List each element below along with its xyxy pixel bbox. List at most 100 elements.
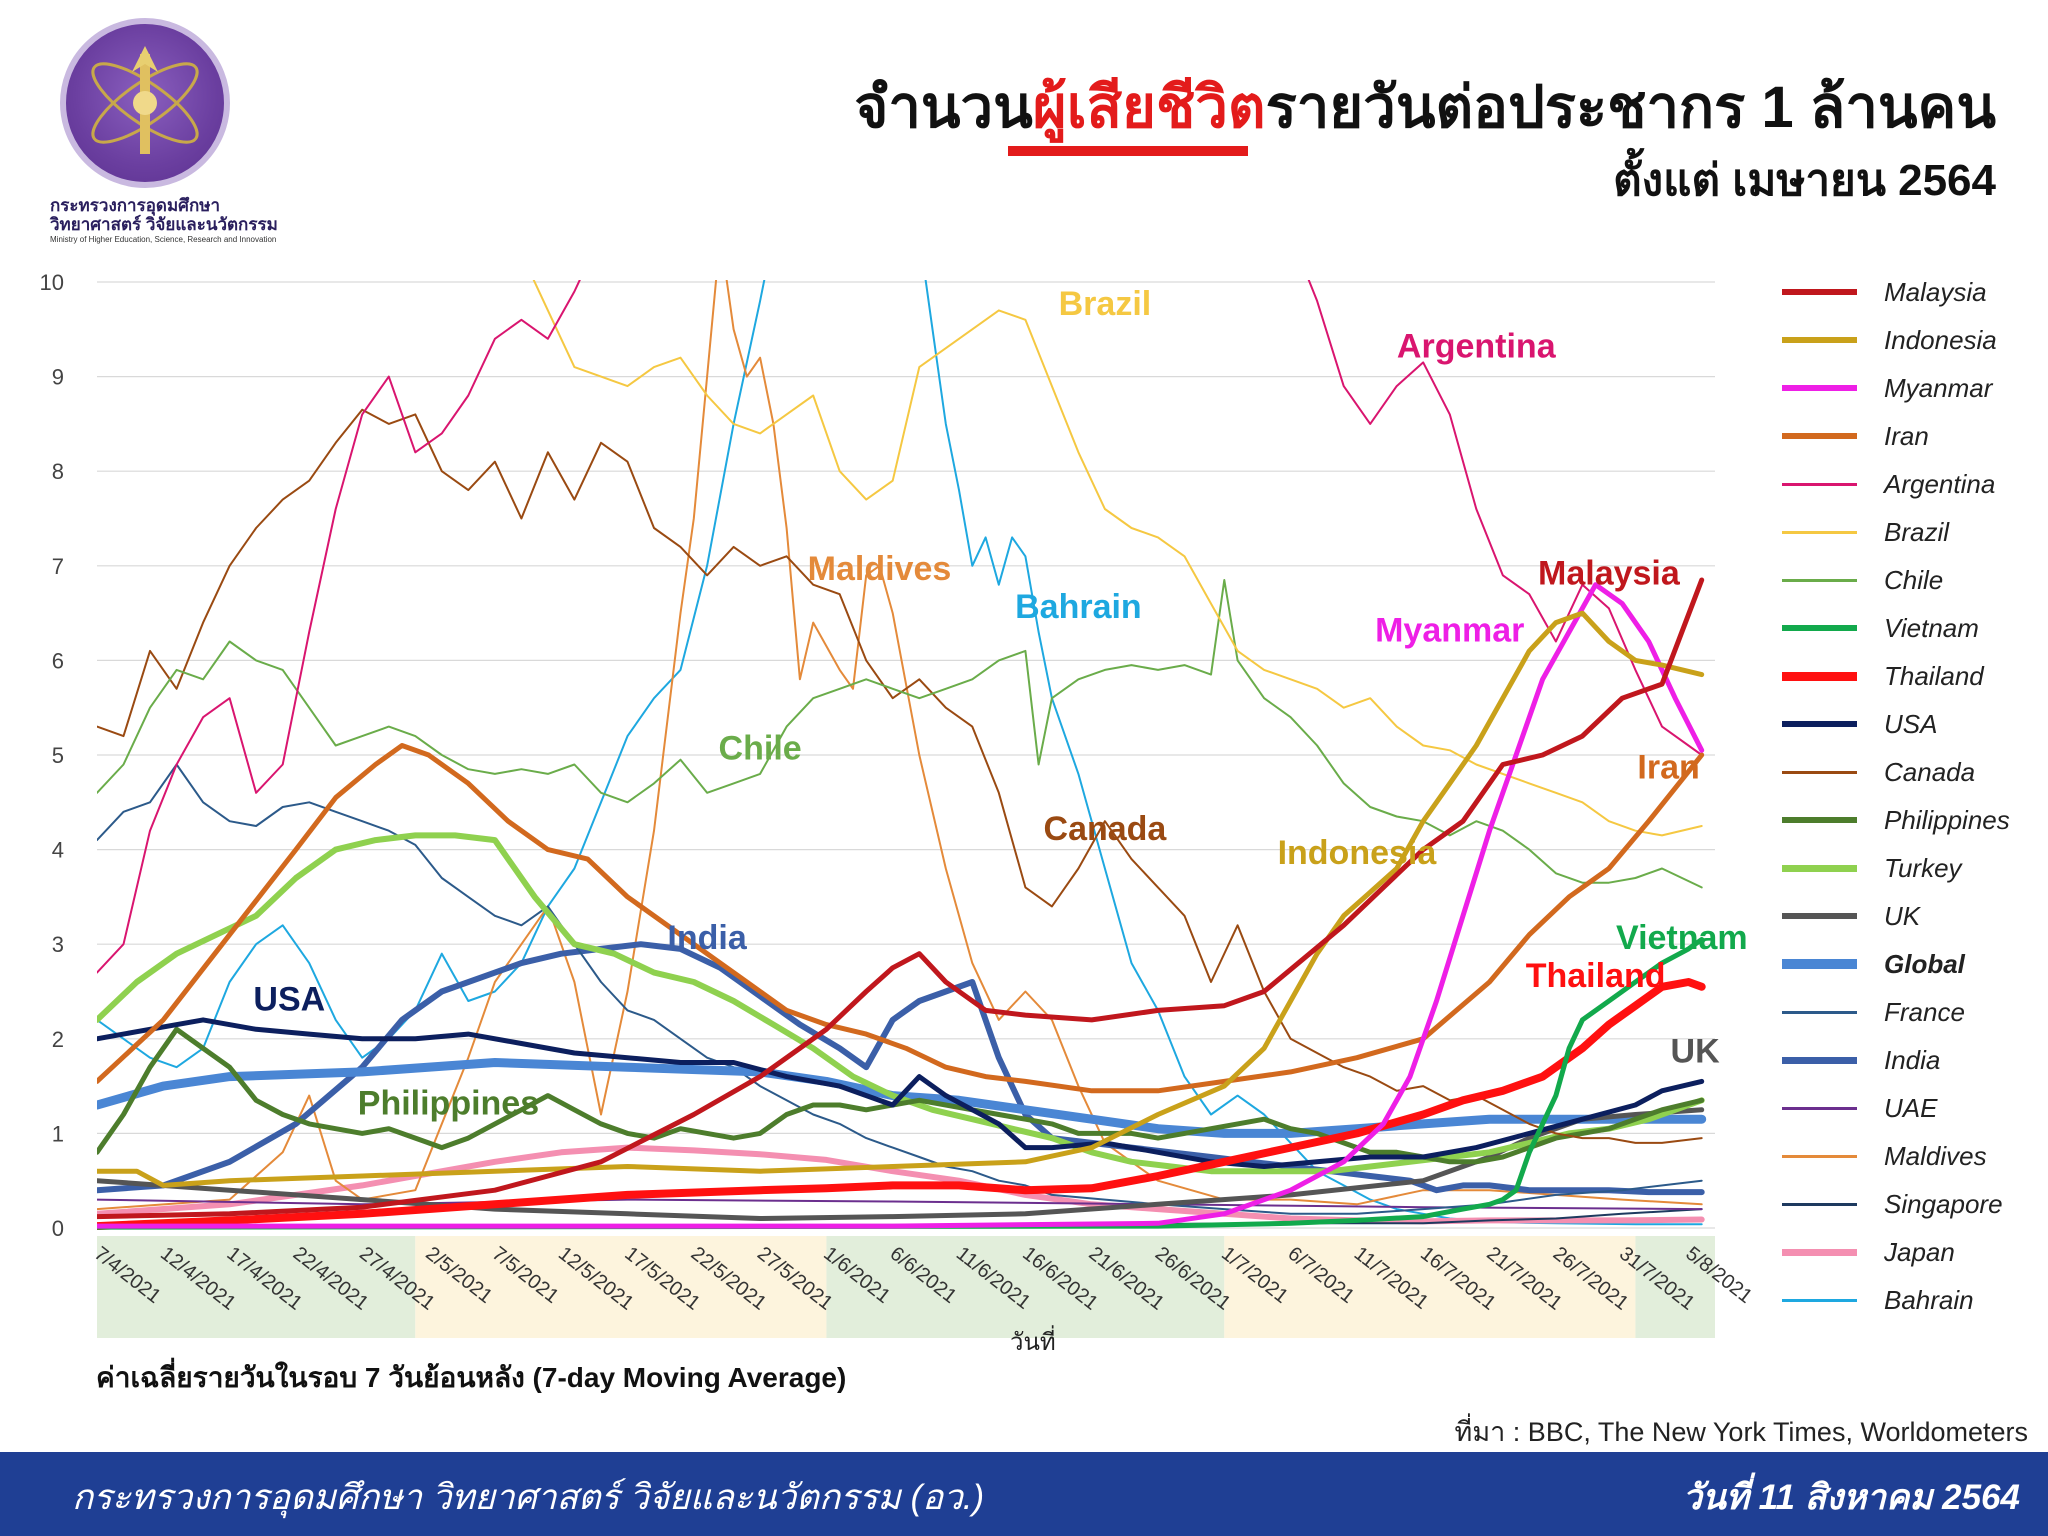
legend-label: Bahrain	[1884, 1285, 1974, 1315]
annotation-myanmar: Myanmar	[1375, 611, 1524, 649]
annotation-bahrain: Bahrain	[1015, 588, 1142, 626]
legend-item-vietnam: Vietnam	[1782, 608, 2048, 656]
annotation-thailand: Thailand	[1526, 957, 1666, 995]
title-prefix: จำนวน	[854, 75, 1033, 140]
series-line-france	[97, 763, 1703, 1215]
legend-item-japan: Japan	[1782, 1232, 2048, 1280]
legend-item-philippines: Philippines	[1782, 800, 2048, 848]
legend-swatch	[1782, 864, 1857, 872]
legend-swatch	[1782, 433, 1857, 439]
legend-swatch	[1782, 337, 1857, 343]
legend-label: UAE	[1884, 1093, 1938, 1123]
annotation-india: India	[667, 919, 747, 957]
month-band-april	[97, 1236, 416, 1338]
series-line-malaysia	[97, 577, 1705, 1220]
legend-label: Malaysia	[1884, 277, 1987, 307]
footer-bar: กระทรวงการอุดมศึกษา วิทยาศาสตร์ วิจัยและ…	[0, 1452, 2048, 1536]
legend-label: UK	[1884, 901, 1921, 931]
legend-swatch	[1782, 1298, 1857, 1302]
annotation-indonesia: Indonesia	[1278, 834, 1438, 872]
annotation-brazil: Brazil	[1059, 285, 1152, 323]
ministry-name-en: Ministry of Higher Education, Science, R…	[50, 235, 277, 244]
legend-label: Japan	[1884, 1237, 1955, 1267]
legend-label: Argentina	[1884, 469, 1996, 499]
footer-ministry: กระทรวงการอุดมศึกษา วิทยาศาสตร์ วิจัยและ…	[72, 1478, 985, 1517]
source-note: ที่มา : BBC, The New York Times, Worldom…	[1454, 1417, 2028, 1447]
legend-item-uk: UK	[1782, 896, 2048, 944]
y-tick-label: 1	[52, 1121, 64, 1146]
legend-label: Turkey	[1884, 853, 1962, 883]
annotation-vietnam: Vietnam	[1616, 919, 1748, 957]
legend-swatch	[1782, 1202, 1857, 1206]
series-line-vietnam	[97, 937, 1705, 1230]
moving-average-note: ค่าเฉลี่ยรายวันในรอบ 7 วันย้อนหลัง (7-da…	[96, 1362, 847, 1393]
annotation-maldives: Maldives	[808, 550, 952, 588]
legend-item-turkey: Turkey	[1782, 848, 2048, 896]
legend-item-india: India	[1782, 1040, 2048, 1088]
legend-item-argentina: Argentina	[1782, 464, 2048, 512]
legend-item-brazil: Brazil	[1782, 512, 2048, 560]
legend-label: USA	[1884, 709, 1938, 739]
legend-swatch	[1782, 671, 1857, 681]
annotation-iran: Iran	[1637, 749, 1699, 787]
legend-label: Singapore	[1884, 1189, 2003, 1219]
series-line-argentina	[97, 280, 1703, 974]
legend-item-global: Global	[1782, 944, 2048, 992]
legend-item-malaysia: Malaysia	[1782, 272, 2048, 320]
legend-item-iran: Iran	[1782, 416, 2048, 464]
y-tick-label: 6	[52, 648, 64, 673]
y-tick-label: 5	[52, 743, 64, 768]
series-line-chile	[97, 579, 1703, 889]
title-highlight: ผู้เสียชีวิต	[1032, 75, 1266, 140]
ministry-name-th: กระทรวงการอุดมศึกษา วิทยาศาสตร์ วิจัยและ…	[50, 196, 290, 234]
month-band-august	[1635, 1236, 1715, 1338]
series-line-usa	[97, 1017, 1705, 1169]
legend-label: France	[1884, 997, 1965, 1027]
footer-date: วันที่ 11 สิงหาคม 2564	[1682, 1478, 2020, 1517]
series-line-maldives	[97, 280, 1703, 1211]
series-line-canada	[97, 408, 1703, 1144]
legend-swatch	[1782, 1106, 1857, 1110]
annotation-chile: Chile	[719, 730, 802, 768]
legend-item-singapore: Singapore	[1782, 1184, 2048, 1232]
annotation-usa: USA	[253, 980, 325, 1018]
annotation-argentina: Argentina	[1397, 328, 1557, 366]
legend-swatch	[1782, 1010, 1857, 1014]
legend-swatch	[1782, 385, 1857, 391]
legend-swatch	[1782, 530, 1857, 534]
y-tick-label: 3	[52, 932, 64, 957]
month-band-june	[826, 1236, 1225, 1338]
legend-label: Vietnam	[1884, 613, 1979, 643]
y-tick-label: 8	[52, 459, 64, 484]
series-line-iran	[97, 743, 1705, 1094]
legend-swatch	[1782, 1248, 1857, 1256]
annotation-philippines: Philippines	[358, 1084, 539, 1122]
ministry-name-th-line2: วิทยาศาสตร์ วิจัยและนวัตกรรม	[50, 215, 278, 234]
y-tick-label: 0	[52, 1216, 64, 1241]
legend-item-canada: Canada	[1782, 752, 2048, 800]
legend-item-myanmar: Myanmar	[1782, 368, 2048, 416]
ministry-logo: กระทรวงการอุดมศึกษา วิทยาศาสตร์ วิจัยและ…	[50, 18, 278, 244]
legend-label: Philippines	[1884, 805, 2010, 835]
legend-label: Iran	[1884, 421, 1929, 451]
series-line-uae	[97, 1198, 1703, 1211]
legend-item-france: France	[1782, 992, 2048, 1040]
chart-subtitle: ตั้งแต่ เมษายน 2564	[1613, 156, 1996, 205]
legend-label: Myanmar	[1884, 373, 1993, 403]
chart-legend: Malaysia Indonesia Myanmar Iran Argentina Bra…	[1782, 272, 2048, 1328]
legend-label: Brazil	[1884, 517, 1950, 547]
legend-swatch	[1782, 289, 1857, 295]
legend-item-chile: Chile	[1782, 560, 2048, 608]
legend-label: Global	[1884, 949, 1965, 979]
y-tick-label: 7	[52, 554, 64, 579]
chart-title: จำนวนผู้เสียชีวิตรายวันต่อประชากร 1 ล้าน…	[854, 60, 1996, 153]
legend-swatch	[1782, 721, 1857, 727]
series-line-global	[97, 1058, 1707, 1138]
y-tick-label: 2	[52, 1027, 64, 1052]
legend-item-bahrain: Bahrain	[1782, 1280, 2048, 1328]
y-tick-label: 4	[52, 838, 64, 863]
legend-label: Thailand	[1884, 661, 1984, 691]
annotation-malaysia: Malaysia	[1538, 555, 1681, 593]
legend-swatch	[1782, 913, 1857, 919]
legend-swatch	[1782, 1056, 1857, 1064]
